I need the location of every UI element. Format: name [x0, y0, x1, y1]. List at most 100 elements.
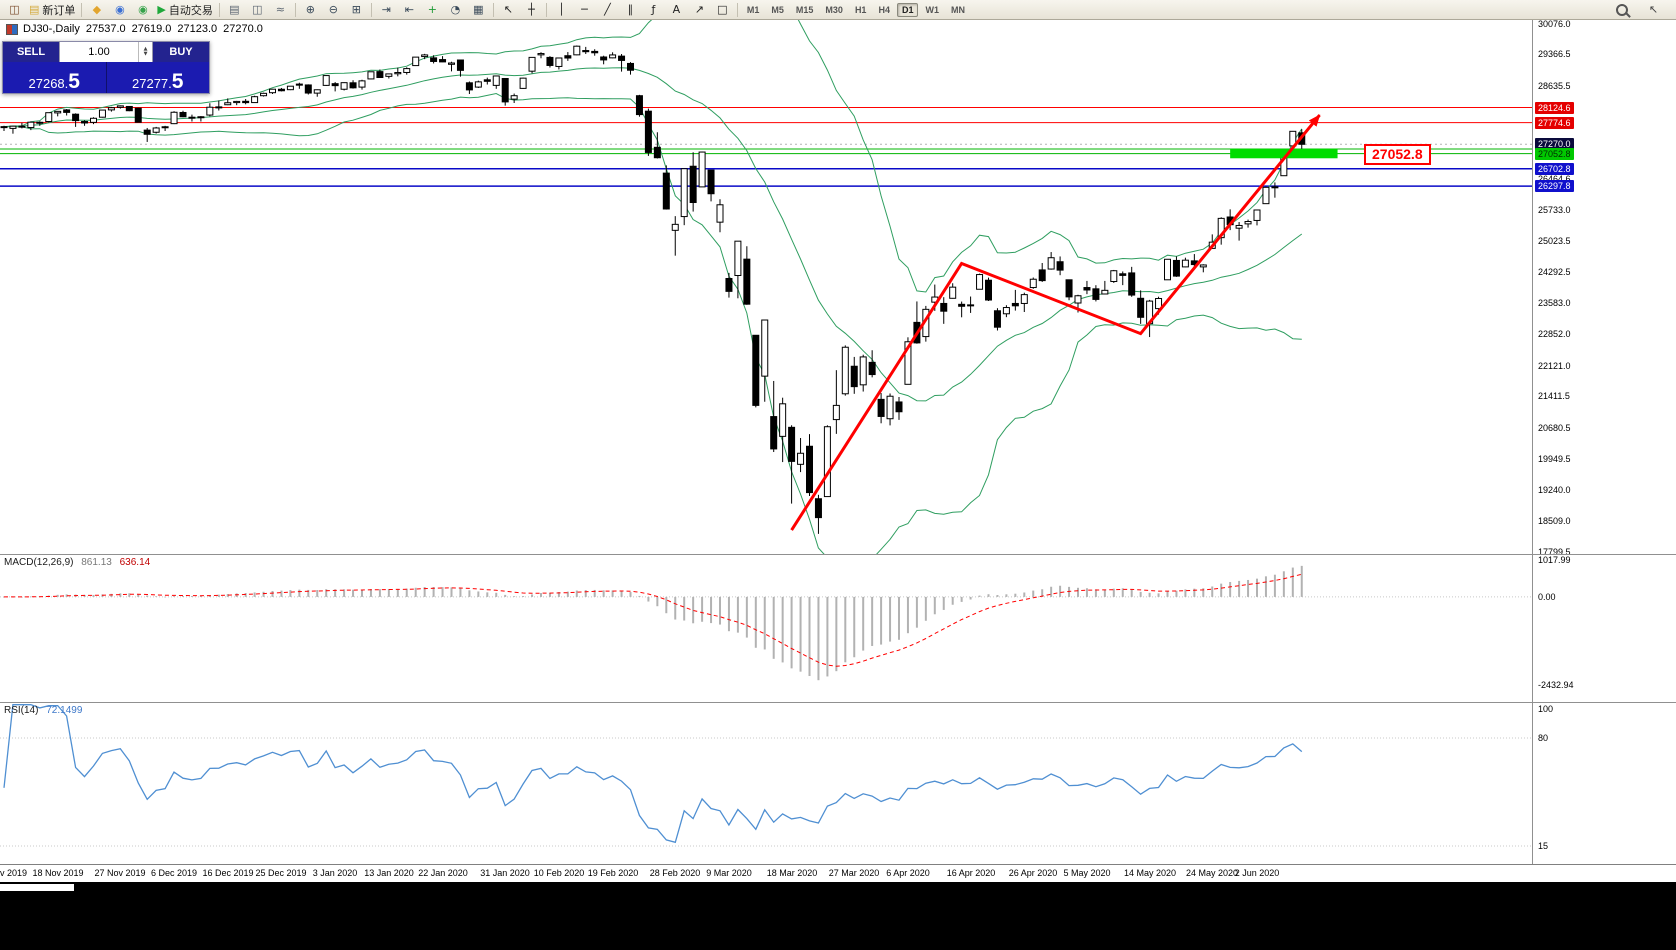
alerts-icon[interactable]: ◆ — [85, 0, 108, 19]
cursor-icon: ↖ — [503, 3, 513, 16]
timeframe-h4[interactable]: H4 — [878, 4, 890, 15]
add-indicator-icon[interactable]: + — [421, 0, 444, 19]
toolbar-right: ↖ — [1610, 0, 1665, 19]
bar-chart-icon[interactable]: ▤ — [223, 0, 246, 19]
periods-icon: ◔ — [450, 3, 461, 16]
date-axis-label: 27 Nov 2019 — [94, 868, 146, 878]
timeframe-h1[interactable]: H1 — [854, 4, 867, 15]
cursor-icon[interactable]: ↖ — [497, 0, 520, 19]
macd-axis: 1017.99 0.00 -2432.94 — [1533, 555, 1676, 702]
rsi-chart[interactable] — [0, 703, 1532, 864]
timeframe-mn[interactable]: MN — [950, 4, 965, 15]
sell-price[interactable]: 27268. 5 — [3, 62, 106, 93]
date-axis-label: 18 Nov 2019 — [32, 868, 84, 878]
macd-signal-line — [4, 573, 1302, 667]
timeframe-w1[interactable]: W1 — [925, 4, 939, 15]
search-icon[interactable] — [1610, 0, 1633, 19]
buy-price[interactable]: 27277. 5 — [106, 62, 209, 93]
panel-divider[interactable] — [0, 554, 1676, 555]
trend-arrow[interactable] — [790, 114, 1321, 531]
volume-stepper[interactable]: ▲ ▼ — [138, 42, 152, 62]
pointer-icon[interactable]: ↖ — [1642, 0, 1665, 19]
date-axis-label: 24 May 2020 — [1185, 868, 1239, 878]
price-axis-label: 24292.5 — [1538, 267, 1571, 278]
date-axis-label: 26 Apr 2020 — [1008, 868, 1058, 878]
zoom-in-icon[interactable]: ⊕ — [299, 0, 322, 19]
macd-axis-label: -2432.94 — [1538, 679, 1574, 690]
macd-chart[interactable] — [0, 555, 1532, 702]
crosshair-icon[interactable]: ┼ — [520, 0, 543, 19]
vertical-line-icon[interactable]: │ — [550, 0, 573, 19]
timeframe-m5[interactable]: M5 — [771, 4, 784, 15]
candlestick-chart-icon: ◫ — [252, 3, 263, 16]
channel-icon[interactable]: ∥ — [619, 0, 642, 19]
fibonacci-icon[interactable]: ƒ — [642, 0, 665, 19]
line-chart-icon[interactable]: ≈ — [269, 0, 292, 19]
date-axis-label: 2 Jun 2020 — [1234, 868, 1280, 878]
volume-value[interactable]: 1.00 — [88, 46, 110, 58]
panel-divider[interactable] — [0, 702, 1676, 703]
timeframe-m1[interactable]: M1 — [746, 4, 760, 15]
new-chart-icon[interactable]: ◫ — [3, 0, 26, 19]
bollinger-middle-band — [3, 67, 1303, 402]
sell-price-small: 27268. — [28, 76, 69, 91]
date-axis-label: 13 Jan 2020 — [364, 868, 414, 878]
trendline-icon[interactable]: ╱ — [596, 0, 619, 19]
autotrading-button-label: 自动交易 — [168, 4, 213, 17]
search-icon — [1615, 3, 1628, 16]
toolbar-separator — [218, 2, 220, 17]
zoom-out-icon: ⊖ — [328, 3, 338, 16]
date-axis-label: 16 Apr 2020 — [946, 868, 996, 878]
arrows-icon[interactable]: ↗ — [688, 0, 711, 19]
toolbar-separator — [294, 2, 296, 17]
horizontal-line-icon[interactable]: ─ — [573, 0, 596, 19]
date-axis-label: 31 Jan 2020 — [480, 868, 530, 878]
candles — [0, 45, 1306, 534]
date-axis-label: 28 Feb 2020 — [649, 868, 701, 878]
date-axis[interactable]: 8 Nov 2019 18 Nov 2019 27 Nov 2019 6 Dec 20… — [0, 864, 1676, 882]
rsi-axis-label: 100 — [1538, 704, 1554, 714]
templates-icon: ▦ — [473, 3, 484, 16]
axis-separator — [1532, 20, 1533, 864]
sell-price-big: 5 — [68, 70, 80, 93]
timeframe-m30[interactable]: M30 — [825, 4, 843, 15]
rsi-title: RSI(14) — [4, 705, 39, 716]
zoom-out-icon[interactable]: ⊖ — [322, 0, 345, 19]
volume-field[interactable]: 1.00 ▲ ▼ — [59, 42, 153, 62]
buy-button[interactable]: BUY — [153, 42, 209, 62]
autotrading-button[interactable]: ▶ 自动交易 — [154, 0, 215, 19]
candlestick-chart-icon[interactable]: ◫ — [246, 0, 269, 19]
bar-chart-icon: ▤ — [229, 3, 240, 16]
date-axis-label: 22 Jan 2020 — [418, 868, 468, 878]
templates-icon[interactable]: ▦ — [467, 0, 490, 19]
periods-icon[interactable]: ◔ — [444, 0, 467, 19]
new-order-button[interactable]: ▤ 新订单 — [26, 0, 78, 19]
new-order-button: ▤ — [29, 3, 40, 16]
price-chart[interactable] — [0, 20, 1532, 554]
market-icon[interactable]: ◉ — [131, 0, 154, 19]
date-axis-label: 10 Feb 2020 — [533, 868, 585, 878]
new-chart-icon: ◫ — [9, 3, 20, 16]
chart-title: DJ30-,Daily 27537.0 27619.0 27123.0 2727… — [6, 23, 263, 35]
timeframe-m15[interactable]: M15 — [795, 4, 814, 15]
tile-windows-icon[interactable]: ⊞ — [345, 0, 368, 19]
price-axis-label: 19240.0 — [1538, 484, 1571, 495]
price-label-annotation[interactable]: 27052.8 — [1364, 144, 1431, 165]
spinner-down-icon[interactable]: ▼ — [143, 51, 148, 57]
price-axis[interactable]: 30076.0 29366.5 28635.5 26464.6 25733.0 25023… — [1533, 19, 1676, 557]
text-icon: A — [672, 3, 681, 16]
bollinger-lower-band — [3, 92, 1302, 554]
community-icon[interactable]: ◉ — [108, 0, 131, 19]
zoom-in-icon: ⊕ — [305, 3, 315, 16]
shapes-icon[interactable]: □ — [711, 0, 734, 19]
toolbar-separator — [736, 2, 738, 17]
chart-shift-icon[interactable]: ⇤ — [398, 0, 421, 19]
sell-button[interactable]: SELL — [3, 42, 59, 62]
text-icon[interactable]: A — [665, 0, 688, 19]
date-axis-label: 6 Dec 2019 — [150, 868, 198, 878]
spinner-up-icon[interactable]: ▲ — [143, 46, 148, 52]
auto-scroll-icon[interactable]: ⇥ — [375, 0, 398, 19]
timeframe-d1[interactable]: D1 — [896, 2, 919, 17]
highlight-zone[interactable] — [1230, 148, 1338, 159]
price-axis-label: 26464.6 — [1538, 173, 1571, 184]
